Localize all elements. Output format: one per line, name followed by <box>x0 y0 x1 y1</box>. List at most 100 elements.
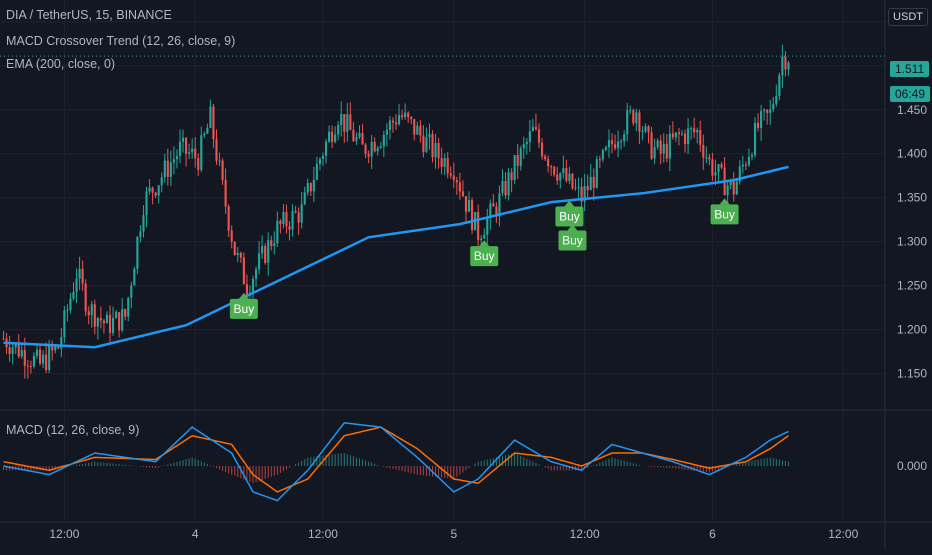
candle-body <box>568 173 571 181</box>
candle-body <box>42 354 45 364</box>
candle-body <box>553 166 556 175</box>
candle-body <box>489 203 492 219</box>
candle-body <box>677 132 681 135</box>
candle-body <box>693 128 696 133</box>
candle-body <box>763 109 766 112</box>
candle-body <box>309 183 312 192</box>
ema-200-line <box>3 165 789 349</box>
candle-body <box>105 314 109 324</box>
candle-body <box>492 203 495 207</box>
candle-body <box>291 211 294 230</box>
candle-body <box>440 158 443 167</box>
candle-body <box>245 284 248 296</box>
candle-body <box>583 185 586 202</box>
candle-body <box>452 175 455 181</box>
candle-body <box>355 137 358 142</box>
buy-marker <box>558 230 587 251</box>
macd-tick-label: 0.000 <box>897 459 927 473</box>
candle-body <box>181 137 185 142</box>
candle-body <box>617 141 620 149</box>
candles <box>0 44 885 379</box>
candle-body <box>337 125 340 135</box>
candle-body <box>562 168 565 174</box>
candle-body <box>756 122 760 128</box>
candle-body <box>124 309 127 317</box>
candle-body <box>537 129 541 143</box>
candle-body <box>69 298 72 310</box>
candle-body <box>531 126 534 132</box>
buy-marker-arrow <box>238 292 249 299</box>
candle-body <box>571 173 574 189</box>
candle-body <box>23 350 26 366</box>
candle-body <box>690 128 693 130</box>
candle-body <box>54 346 57 351</box>
candle-body <box>312 179 315 192</box>
candle-body <box>267 240 270 263</box>
buy-marker-label: Buy <box>474 249 495 263</box>
candle-body <box>613 144 617 149</box>
candle-body <box>376 147 379 152</box>
candle-body <box>254 269 258 279</box>
candle-body <box>364 144 367 154</box>
candle-body <box>407 112 410 117</box>
candle-body <box>20 350 23 357</box>
last-price-tag: 1.511 <box>890 61 930 77</box>
indicator-ema-label: EMA (200, close, 0) <box>6 57 116 71</box>
candle-body <box>498 193 501 217</box>
candle-body <box>227 206 230 231</box>
candle-body <box>516 155 519 166</box>
candle-body <box>601 150 604 160</box>
candle-body <box>455 180 458 183</box>
candle-body <box>431 134 434 158</box>
grid <box>0 0 885 520</box>
currency-unit-button[interactable]: USDT <box>888 8 928 26</box>
candle-body <box>419 125 422 136</box>
candle-body <box>370 141 373 157</box>
candle-body <box>38 349 42 364</box>
candle-body <box>410 116 413 120</box>
candle-body <box>172 159 175 163</box>
candle-body <box>26 365 29 367</box>
y-tick-label: 1.300 <box>897 235 927 249</box>
candle-body <box>644 126 647 132</box>
countdown-tag: 06:49 <box>890 86 931 102</box>
candle-body <box>108 314 112 333</box>
candle-body <box>321 155 325 160</box>
indicator-macd-trend-label: MACD Crossover Trend (12, 26, close, 9) <box>6 34 236 48</box>
candle-body <box>702 144 705 158</box>
candle-body <box>428 134 431 138</box>
y-tick-label: 1.450 <box>897 103 927 117</box>
candle-body <box>750 155 754 157</box>
candle-body <box>772 103 775 110</box>
candle-body <box>610 140 614 145</box>
candle-body <box>659 140 662 154</box>
candle-body <box>607 140 611 148</box>
candle-body <box>66 309 69 311</box>
candle-body <box>769 109 772 113</box>
candle-body <box>434 143 437 158</box>
candle-body <box>680 133 684 135</box>
candle-body <box>215 139 218 161</box>
y-tick-label: 1.200 <box>897 323 927 337</box>
candle-body <box>486 218 489 235</box>
candle-body <box>565 168 568 181</box>
candle-body <box>306 183 309 193</box>
candle-body <box>696 129 699 133</box>
candle-body <box>324 141 328 156</box>
candle-body <box>203 133 206 136</box>
candle-body <box>8 347 11 354</box>
candle-body <box>367 153 370 157</box>
candle-body <box>315 163 318 180</box>
candle-body <box>78 268 81 279</box>
symbol-title: DIA / TetherUS, 15, BINANCE <box>6 8 172 22</box>
candle-body <box>574 187 577 189</box>
candle-body <box>464 196 468 212</box>
candle-body <box>729 179 732 186</box>
candle-body <box>544 156 547 160</box>
candle-body <box>738 166 741 182</box>
candle-body <box>258 253 261 270</box>
candle-body <box>674 132 677 138</box>
candle-body <box>425 137 428 152</box>
